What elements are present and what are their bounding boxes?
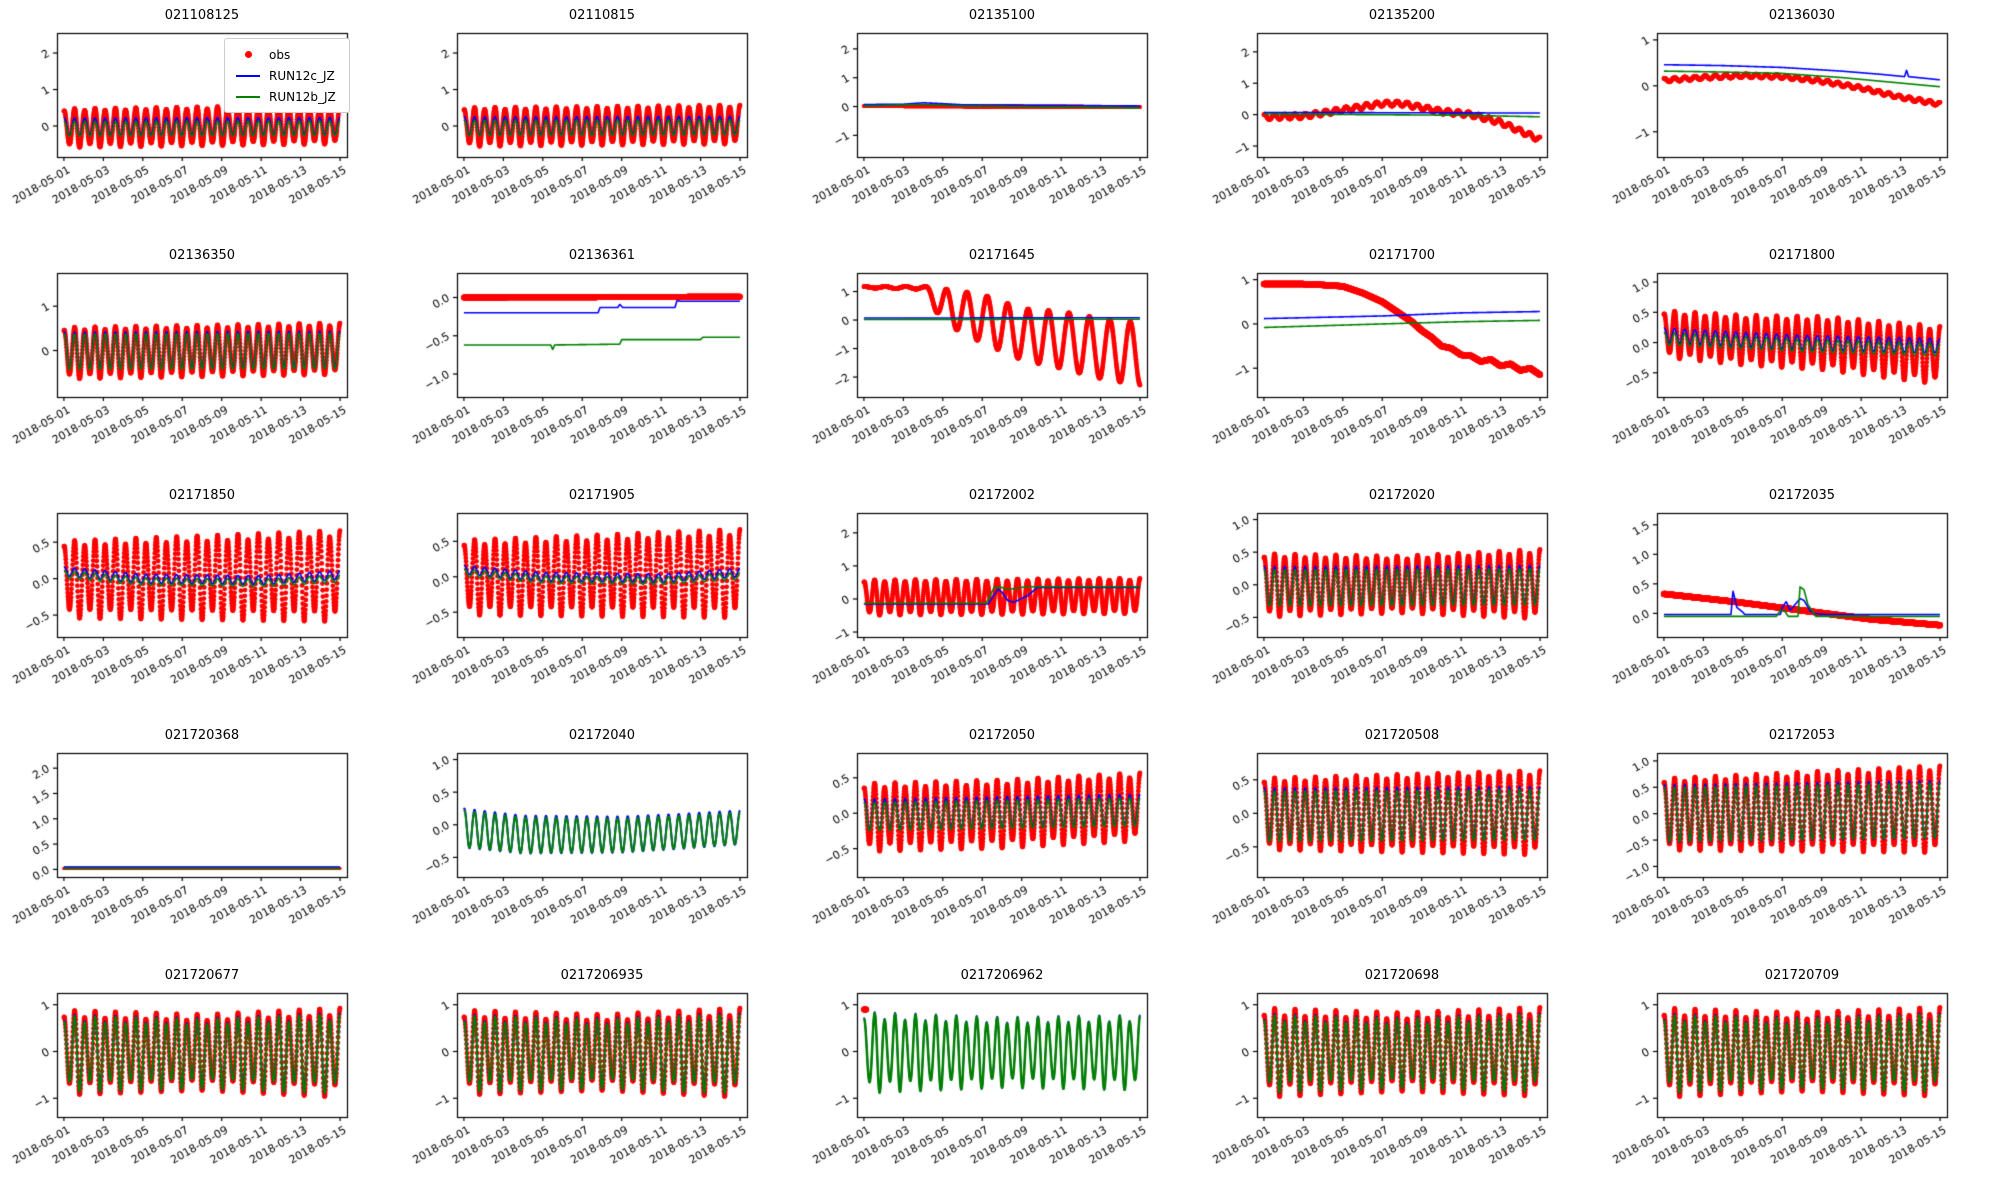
plot-canvas (1200, 960, 1600, 1200)
subplot: 02171645 (800, 240, 1200, 480)
subplot-title: 02136350 (168, 248, 236, 263)
subplot: 02171905 (400, 480, 800, 720)
plot-canvas (400, 960, 800, 1200)
subplot-title: 02171850 (168, 488, 236, 503)
subplot-title: 02171800 (1768, 248, 1836, 263)
legend-box: obs RUN12c_JZ RUN12b_JZ (224, 38, 350, 113)
legend-item-obs: obs (233, 44, 341, 65)
subplot: 0217206935 (400, 960, 800, 1200)
subplot-title: 02171905 (568, 488, 636, 503)
subplot-title: 02172053 (1768, 728, 1836, 743)
subplot: 02172002 (800, 480, 1200, 720)
subplot: 021720368 (0, 720, 400, 960)
subplot: 02172020 (1200, 480, 1600, 720)
plot-canvas (0, 480, 400, 720)
subplot-title: 021720368 (164, 728, 240, 743)
subplot-title: 021720677 (164, 968, 240, 983)
plot-canvas (400, 240, 800, 480)
plot-canvas (800, 240, 1200, 480)
subplot-title: 02172035 (1768, 488, 1836, 503)
subplot: 021720508 (1200, 720, 1600, 960)
subplot: 02171700 (1200, 240, 1600, 480)
legend-label: RUN12b_JZ (269, 89, 336, 104)
subplot-title: 0217206962 (960, 968, 1044, 983)
subplot: 02136030 (1600, 0, 2000, 240)
subplot-title: 02171700 (1368, 248, 1436, 263)
plot-canvas (1600, 240, 2000, 480)
obs-dot-icon (233, 51, 263, 58)
subplot: 02172050 (800, 720, 1200, 960)
subplot: 02136361 (400, 240, 800, 480)
plot-canvas (0, 240, 400, 480)
subplot-title: 02136361 (568, 248, 636, 263)
subplot-title: 02110815 (568, 8, 636, 23)
subplot-title: 02172040 (568, 728, 636, 743)
subplot: 02135200 (1200, 0, 1600, 240)
subplot-title: 0217206935 (560, 968, 644, 983)
plot-canvas (1200, 480, 1600, 720)
subplot: 02171850 (0, 480, 400, 720)
subplot-title: 021108125 (164, 8, 240, 23)
plot-canvas (1200, 720, 1600, 960)
subplot-title: 02172020 (1368, 488, 1436, 503)
legend-item-run12c: RUN12c_JZ (233, 65, 341, 86)
subplot: 02136350 (0, 240, 400, 480)
plot-canvas (0, 960, 400, 1200)
plot-canvas (400, 0, 800, 240)
plot-canvas (400, 480, 800, 720)
subplot: 02110815 (400, 0, 800, 240)
line-marker-icon (233, 74, 263, 77)
plot-canvas (800, 0, 1200, 240)
subplot: 021720698 (1200, 960, 1600, 1200)
plot-canvas (1600, 960, 2000, 1200)
subplot: 02172035 (1600, 480, 2000, 720)
subplot: 02171800 (1600, 240, 2000, 480)
plot-canvas (0, 720, 400, 960)
subplot: 02135100 (800, 0, 1200, 240)
subplot-title: 02171645 (968, 248, 1036, 263)
plot-canvas (0, 0, 400, 240)
plot-canvas (1600, 0, 2000, 240)
plot-canvas (800, 720, 1200, 960)
subplot: 021720677 (0, 960, 400, 1200)
subplot: 021108125 obs RUN12c_JZ RUN12b_JZ (0, 0, 400, 240)
legend-item-run12b: RUN12b_JZ (233, 86, 341, 107)
subplot-title: 02172002 (968, 488, 1036, 503)
subplot-title: 02135100 (968, 8, 1036, 23)
subplot-title: 021720508 (1364, 728, 1440, 743)
plot-canvas (1600, 720, 2000, 960)
subplot: 02172040 (400, 720, 800, 960)
plot-canvas (800, 960, 1200, 1200)
legend-label: obs (269, 47, 291, 62)
subplot: 0217206962 (800, 960, 1200, 1200)
subplot-title: 021720698 (1364, 968, 1440, 983)
line-marker-icon (233, 95, 263, 98)
subplot: 021720709 (1600, 960, 2000, 1200)
subplot-title: 02172050 (968, 728, 1036, 743)
subplot-title: 021720709 (1764, 968, 1840, 983)
subplot: 02172053 (1600, 720, 2000, 960)
plot-canvas (1600, 480, 2000, 720)
plot-canvas (400, 720, 800, 960)
plot-canvas (1200, 240, 1600, 480)
plot-canvas (1200, 0, 1600, 240)
subplot-title: 02136030 (1768, 8, 1836, 23)
plot-canvas (800, 480, 1200, 720)
legend-label: RUN12c_JZ (269, 68, 335, 83)
subplot-title: 02135200 (1368, 8, 1436, 23)
